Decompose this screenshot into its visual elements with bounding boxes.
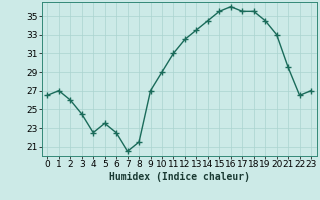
X-axis label: Humidex (Indice chaleur): Humidex (Indice chaleur)	[109, 172, 250, 182]
